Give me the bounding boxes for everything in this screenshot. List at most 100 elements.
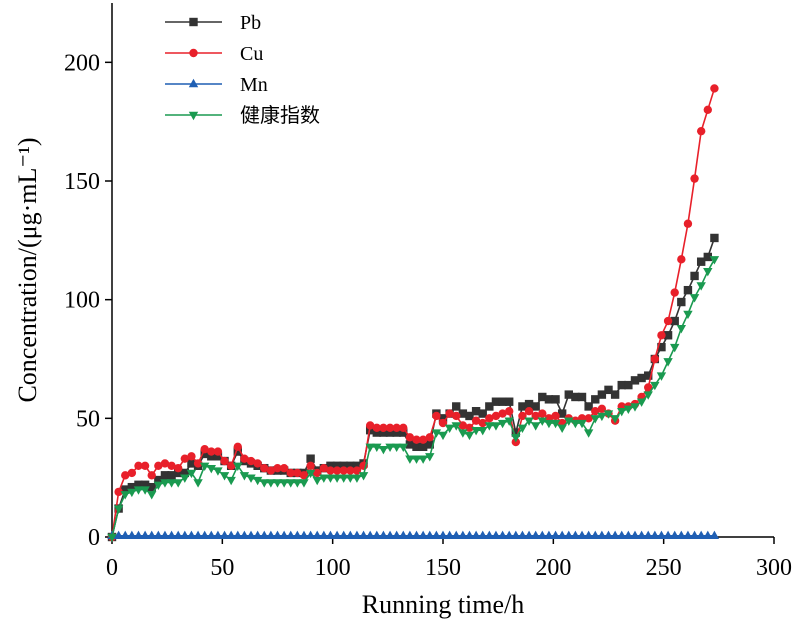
marker xyxy=(710,84,719,93)
marker xyxy=(174,468,183,478)
marker xyxy=(147,482,156,492)
marker xyxy=(696,126,706,136)
marker xyxy=(630,530,640,540)
marker xyxy=(452,402,461,411)
marker xyxy=(418,435,428,444)
marker xyxy=(676,530,687,540)
marker xyxy=(233,447,242,456)
marker xyxy=(140,480,150,489)
marker xyxy=(583,530,594,540)
marker xyxy=(398,530,408,540)
marker xyxy=(233,442,242,452)
marker xyxy=(511,434,521,443)
marker xyxy=(127,482,137,492)
marker xyxy=(663,331,673,340)
marker xyxy=(345,530,356,540)
marker xyxy=(677,255,686,264)
marker xyxy=(253,459,262,468)
marker xyxy=(544,530,554,540)
marker xyxy=(189,17,198,27)
marker xyxy=(617,408,627,417)
marker xyxy=(583,429,594,438)
marker xyxy=(160,459,170,468)
marker xyxy=(305,530,316,540)
marker xyxy=(180,468,190,478)
marker xyxy=(703,105,712,115)
marker xyxy=(624,380,633,390)
y-tick-label: 100 xyxy=(64,288,100,314)
marker xyxy=(405,455,415,464)
marker xyxy=(643,391,653,400)
marker xyxy=(279,479,289,488)
marker xyxy=(173,530,183,540)
y-tick-label: 150 xyxy=(64,169,100,195)
marker xyxy=(498,397,507,406)
marker xyxy=(571,392,580,402)
marker xyxy=(497,419,508,429)
marker xyxy=(405,440,415,449)
marker xyxy=(557,530,567,540)
marker xyxy=(332,474,342,483)
marker xyxy=(458,421,468,430)
marker xyxy=(325,474,336,483)
marker xyxy=(564,390,573,399)
marker xyxy=(478,418,487,428)
marker xyxy=(623,405,634,415)
marker xyxy=(656,530,667,540)
marker xyxy=(530,422,541,431)
marker xyxy=(378,530,389,540)
marker xyxy=(292,479,303,488)
marker xyxy=(524,417,534,426)
marker xyxy=(570,419,581,429)
marker xyxy=(200,444,209,454)
marker xyxy=(252,476,263,486)
marker xyxy=(207,447,216,456)
marker xyxy=(358,530,369,540)
y-tick-label: 50 xyxy=(76,406,100,432)
marker xyxy=(332,461,342,470)
marker xyxy=(610,390,620,399)
marker xyxy=(332,466,342,475)
marker xyxy=(399,423,408,433)
marker xyxy=(206,464,216,474)
marker xyxy=(160,471,170,480)
marker xyxy=(418,530,428,540)
marker xyxy=(127,468,137,478)
marker xyxy=(219,472,230,481)
marker xyxy=(564,417,574,426)
y-tick-label: 200 xyxy=(64,50,100,76)
marker xyxy=(451,422,461,431)
marker xyxy=(346,466,355,475)
marker xyxy=(113,505,124,514)
marker xyxy=(636,398,647,407)
marker xyxy=(438,431,448,441)
marker xyxy=(358,472,369,481)
marker xyxy=(491,397,501,406)
marker xyxy=(709,256,720,265)
marker xyxy=(239,530,250,540)
marker xyxy=(107,533,117,543)
marker xyxy=(670,288,679,297)
marker xyxy=(186,469,197,479)
marker xyxy=(683,219,693,228)
marker xyxy=(610,415,620,424)
marker xyxy=(458,409,468,418)
marker xyxy=(591,407,600,416)
marker xyxy=(160,479,170,488)
marker xyxy=(657,331,666,340)
marker xyxy=(180,474,190,483)
marker xyxy=(167,461,176,470)
marker xyxy=(444,424,455,434)
marker xyxy=(650,530,660,540)
marker xyxy=(233,462,243,471)
marker xyxy=(491,422,501,431)
marker xyxy=(121,485,130,494)
marker xyxy=(173,479,183,488)
marker xyxy=(505,397,514,406)
marker xyxy=(193,530,203,540)
marker xyxy=(305,469,316,479)
marker xyxy=(140,486,150,495)
marker xyxy=(537,530,547,540)
marker xyxy=(266,466,276,475)
marker xyxy=(663,358,673,367)
